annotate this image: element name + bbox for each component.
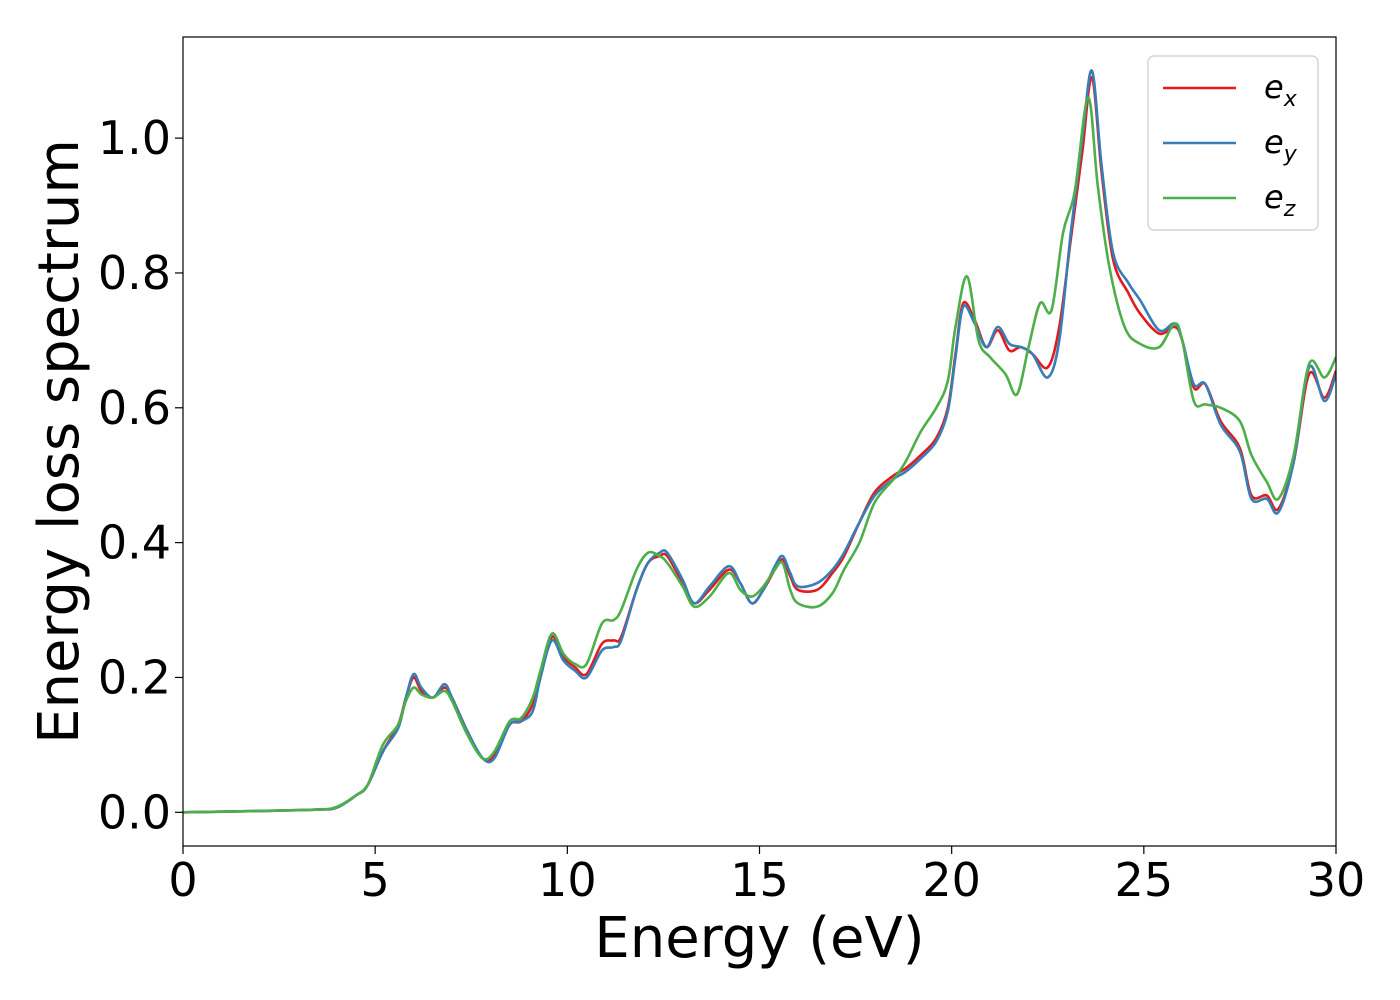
- legend-label-y: ey: [1264, 123, 1298, 167]
- y-tick-label: 0.0: [98, 785, 171, 839]
- x-tick-label: 15: [730, 853, 789, 907]
- legend-label-sub: y: [1283, 142, 1298, 167]
- y-tick-label: 0.4: [98, 516, 171, 570]
- legend-label-x: ex: [1264, 68, 1298, 112]
- legend-label-main: e: [1264, 68, 1284, 106]
- y-tick-label: 0.6: [98, 381, 171, 435]
- series-line-y: [183, 69, 1336, 814]
- legend-label-main: e: [1264, 123, 1284, 161]
- x-tick-label: 25: [1115, 853, 1174, 907]
- y-axis-label: Energy loss spectrum: [27, 139, 92, 744]
- legend-label-z: ez: [1264, 178, 1296, 222]
- x-tick-label: 30: [1307, 853, 1366, 907]
- y-axis-ticks: 0.0 0.2 0.4 0.6 0.8 1.0: [98, 111, 183, 839]
- x-tick-label: 0: [168, 853, 197, 907]
- x-axis-label: Energy (eV): [594, 906, 924, 971]
- x-tick-label: 20: [922, 853, 981, 907]
- x-tick-label: 5: [361, 853, 390, 907]
- x-axis-ticks: 0 5 10 15 20 25 30: [168, 846, 1365, 907]
- series-layer: [183, 69, 1336, 814]
- legend-label-sub: x: [1283, 87, 1298, 112]
- y-tick-label: 0.2: [98, 650, 171, 704]
- y-tick-label: 1.0: [98, 111, 171, 165]
- series-line-z: [183, 96, 1336, 814]
- legend-label-main: e: [1264, 178, 1284, 216]
- y-tick-label: 0.8: [98, 246, 171, 300]
- legend-label-sub: z: [1283, 197, 1296, 222]
- x-tick-label: 10: [538, 853, 597, 907]
